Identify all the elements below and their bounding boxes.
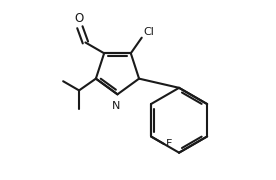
Text: F: F: [166, 139, 172, 149]
Text: Cl: Cl: [144, 27, 154, 37]
Text: N: N: [112, 101, 120, 111]
Text: O: O: [75, 12, 84, 25]
